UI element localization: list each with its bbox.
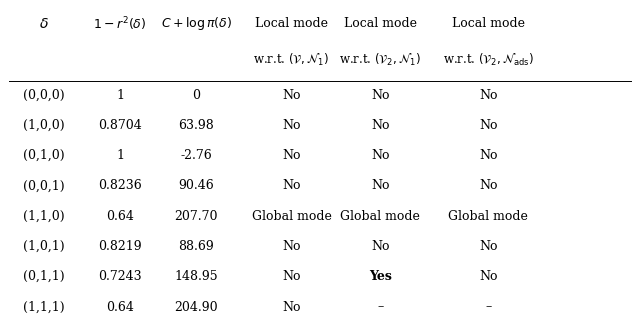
Text: No: No [479, 119, 497, 132]
Text: No: No [371, 240, 390, 253]
Text: 0.7243: 0.7243 [99, 270, 142, 283]
Text: 90.46: 90.46 [179, 179, 214, 192]
Text: 63.98: 63.98 [179, 119, 214, 132]
Text: 1: 1 [116, 149, 124, 162]
Text: No: No [282, 119, 301, 132]
Text: Yes: Yes [369, 270, 392, 283]
Text: (0,0,0): (0,0,0) [23, 88, 65, 102]
Text: No: No [282, 301, 301, 313]
Text: No: No [282, 149, 301, 162]
Text: No: No [282, 240, 301, 253]
Text: Local mode: Local mode [344, 17, 417, 30]
Text: w.r.t. $(\mathcal{V},\mathcal{N}_1)$: w.r.t. $(\mathcal{V},\mathcal{N}_1)$ [253, 52, 330, 68]
Text: 0.8236: 0.8236 [99, 179, 142, 192]
Text: No: No [479, 240, 497, 253]
Text: No: No [282, 270, 301, 283]
Text: Global mode: Global mode [252, 210, 332, 223]
Text: $C+\log\pi(\delta)$: $C+\log\pi(\delta)$ [161, 15, 232, 33]
Text: –: – [377, 301, 383, 313]
Text: Global mode: Global mode [340, 210, 420, 223]
Text: (0,0,1): (0,0,1) [23, 179, 65, 192]
Text: 204.90: 204.90 [175, 301, 218, 313]
Text: No: No [282, 88, 301, 102]
Text: w.r.t. $(\mathcal{V}_2,\mathcal{N}_{\mathrm{ads}})$: w.r.t. $(\mathcal{V}_2,\mathcal{N}_{\mat… [443, 52, 534, 68]
Text: Global mode: Global mode [448, 210, 528, 223]
Text: 148.95: 148.95 [175, 270, 218, 283]
Text: 1: 1 [116, 88, 124, 102]
Text: No: No [479, 179, 497, 192]
Text: $1-r^2(\delta)$: $1-r^2(\delta)$ [93, 15, 147, 33]
Text: 0.8704: 0.8704 [99, 119, 142, 132]
Text: (1,0,1): (1,0,1) [23, 240, 65, 253]
Text: (0,1,0): (0,1,0) [23, 149, 65, 162]
Text: No: No [371, 119, 390, 132]
Text: 207.70: 207.70 [175, 210, 218, 223]
Text: No: No [371, 88, 390, 102]
Text: Local mode: Local mode [452, 17, 525, 30]
Text: (1,0,0): (1,0,0) [23, 119, 65, 132]
Text: -2.76: -2.76 [180, 149, 212, 162]
Text: No: No [282, 179, 301, 192]
Text: No: No [371, 149, 390, 162]
Text: No: No [371, 179, 390, 192]
Text: 0.64: 0.64 [106, 210, 134, 223]
Text: (0,1,1): (0,1,1) [23, 270, 65, 283]
Text: Local mode: Local mode [255, 17, 328, 30]
Text: (1,1,0): (1,1,0) [23, 210, 65, 223]
Text: No: No [479, 270, 497, 283]
Text: No: No [479, 88, 497, 102]
Text: 0.8219: 0.8219 [99, 240, 142, 253]
Text: –: – [485, 301, 492, 313]
Text: $\delta$: $\delta$ [39, 17, 49, 31]
Text: No: No [479, 149, 497, 162]
Text: (1,1,1): (1,1,1) [23, 301, 65, 313]
Text: 0: 0 [192, 88, 200, 102]
Text: 88.69: 88.69 [179, 240, 214, 253]
Text: 0.64: 0.64 [106, 301, 134, 313]
Text: w.r.t. $(\mathcal{V}_2,\mathcal{N}_1)$: w.r.t. $(\mathcal{V}_2,\mathcal{N}_1)$ [339, 52, 421, 68]
